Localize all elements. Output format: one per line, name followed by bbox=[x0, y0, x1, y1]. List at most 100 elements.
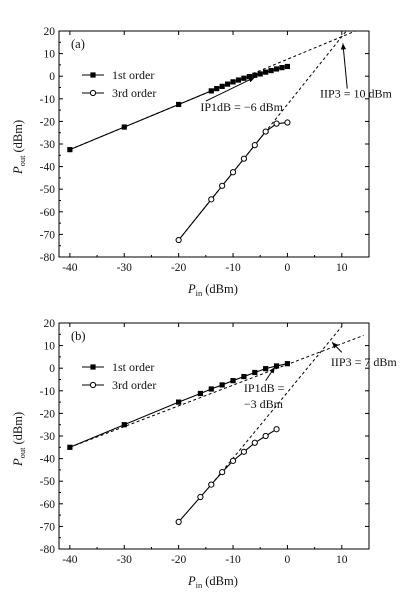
y-tick-label: -40 bbox=[40, 454, 56, 466]
data-point-3rd-order bbox=[240, 155, 248, 162]
series-line-2 bbox=[178, 121, 288, 241]
panel-b: -40 -30 -20 -10 0 10 20 10 0 -10 -20 -30 -40 -50 -60 -7… bbox=[11, 318, 397, 590]
data-point-1st-order bbox=[246, 74, 252, 80]
extrapolation-line-1 bbox=[69, 334, 364, 448]
panel-label: (a) bbox=[71, 37, 85, 51]
data-point-3rd-order bbox=[251, 142, 258, 149]
data-point-3rd-order bbox=[262, 432, 269, 440]
plot-frame bbox=[58, 322, 370, 550]
annotation-arrowhead-3 bbox=[332, 342, 339, 349]
data-point-1st-order bbox=[263, 69, 269, 75]
y-tick-label: -60 bbox=[40, 499, 56, 511]
y-tick-label: -30 bbox=[40, 139, 56, 151]
y-axis-label-main: P bbox=[11, 458, 25, 467]
x-axis-label-unit: (dBm) bbox=[205, 282, 238, 296]
plot-frame bbox=[58, 30, 370, 258]
y-tick-label: -60 bbox=[40, 207, 56, 219]
y-tick-label: -40 bbox=[40, 162, 56, 174]
data-point-1st-order bbox=[176, 101, 182, 108]
data-point-3rd-order bbox=[273, 120, 280, 127]
data-point-3rd-order bbox=[240, 448, 248, 455]
y-tick-label: 20 bbox=[44, 26, 56, 38]
annotation-text-2: IIP3 = 10 dBm bbox=[320, 87, 392, 101]
plot-area bbox=[67, 326, 364, 525]
annotation-arrowhead-2 bbox=[340, 43, 347, 50]
data-point-1st-order bbox=[230, 378, 236, 384]
data-point-1st-order bbox=[257, 71, 263, 77]
data-point-3rd-order bbox=[175, 518, 182, 525]
data-point-1st-order bbox=[121, 124, 127, 130]
x-axis-label-sub: in bbox=[196, 580, 203, 590]
y-axis-label: Pout (dBm) bbox=[11, 412, 27, 467]
y-tick-label: -10 bbox=[40, 386, 56, 398]
x-tick-label: -30 bbox=[117, 554, 133, 566]
x-axis-label-main: P bbox=[187, 574, 196, 588]
data-point-1st-order bbox=[279, 65, 285, 71]
data-point-1st-order bbox=[273, 363, 280, 369]
extrapolation-line-1 bbox=[69, 31, 357, 151]
data-point-3rd-order bbox=[208, 196, 215, 203]
data-point-1st-order bbox=[224, 81, 231, 87]
annotation-text-3: IIP3 = 7 dBm bbox=[331, 355, 397, 369]
y-tick-label: -80 bbox=[40, 544, 56, 556]
data-point-1st-order bbox=[214, 86, 220, 92]
data-point-1st-order bbox=[208, 386, 214, 392]
data-point-1st-order bbox=[252, 72, 258, 78]
x-tick-label: -40 bbox=[62, 262, 78, 274]
legend-label-3rd-order: 3rd order bbox=[112, 86, 156, 100]
x-axis-label-main: P bbox=[187, 282, 196, 296]
data-point-1st-order bbox=[273, 66, 280, 72]
y-tick-label: 10 bbox=[44, 49, 56, 61]
legend-label-3rd-order: 3rd order bbox=[112, 378, 156, 392]
y-tick-label: 10 bbox=[44, 341, 56, 353]
y-tick-label: -20 bbox=[40, 116, 56, 128]
data-point-1st-order bbox=[252, 369, 258, 376]
y-tick-label: 0 bbox=[49, 363, 55, 375]
annotation-arrow-2 bbox=[342, 43, 348, 89]
data-point-3rd-order bbox=[262, 128, 269, 135]
x-tick-label: -20 bbox=[171, 554, 187, 566]
x-tick-label: -40 bbox=[62, 554, 78, 566]
data-point-1st-order bbox=[67, 444, 73, 450]
data-point-1st-order bbox=[241, 373, 247, 380]
data-point-3rd-order bbox=[284, 119, 291, 126]
data-point-1st-order bbox=[219, 83, 225, 89]
data-point-3rd-order bbox=[229, 457, 237, 464]
data-point-1st-order bbox=[67, 147, 73, 153]
y-axis-label: Pout (dBm) bbox=[11, 120, 27, 175]
x-axis-label: Pin (dBm) bbox=[187, 282, 238, 298]
data-point-1st-order bbox=[208, 88, 214, 94]
data-point-3rd-order bbox=[175, 236, 182, 244]
panel-label: (b) bbox=[71, 329, 86, 343]
x-tick-label: -30 bbox=[117, 262, 133, 274]
y-tick-label: -80 bbox=[40, 252, 56, 264]
data-point-1st-order bbox=[121, 422, 127, 428]
data-point-3rd-order bbox=[229, 169, 237, 176]
y-tick-label: -30 bbox=[40, 431, 56, 443]
legend-marker-3rd-order bbox=[89, 89, 97, 97]
y-axis-label-main: P bbox=[11, 166, 25, 175]
legend-marker-1st-order bbox=[90, 364, 96, 370]
y-tick-label: -70 bbox=[40, 521, 56, 533]
legend-marker-1st-order bbox=[90, 72, 96, 78]
x-tick-label: 0 bbox=[285, 262, 291, 274]
y-tick-label: -10 bbox=[40, 94, 56, 106]
annotation-arrowhead-1 bbox=[269, 367, 275, 374]
data-point-3rd-order bbox=[251, 439, 258, 446]
x-tick-label: -10 bbox=[225, 262, 241, 274]
data-point-1st-order bbox=[268, 67, 274, 74]
annotation-text-1: IP1dB = −6 dBm bbox=[200, 100, 283, 114]
data-point-1st-order bbox=[284, 63, 291, 70]
data-point-1st-order bbox=[219, 382, 225, 388]
data-point-3rd-order bbox=[208, 481, 215, 488]
x-axis-label-unit: (dBm) bbox=[205, 574, 238, 588]
data-point-1st-order bbox=[284, 361, 291, 367]
data-point-1st-order bbox=[230, 79, 236, 85]
y-axis-label-sub: out bbox=[17, 155, 27, 167]
x-axis-label: Pin (dBm) bbox=[187, 574, 238, 590]
data-point-1st-order bbox=[241, 75, 247, 81]
plot-area bbox=[67, 31, 357, 244]
data-point-1st-order bbox=[197, 390, 204, 397]
y-axis-label-sub: out bbox=[17, 447, 27, 459]
